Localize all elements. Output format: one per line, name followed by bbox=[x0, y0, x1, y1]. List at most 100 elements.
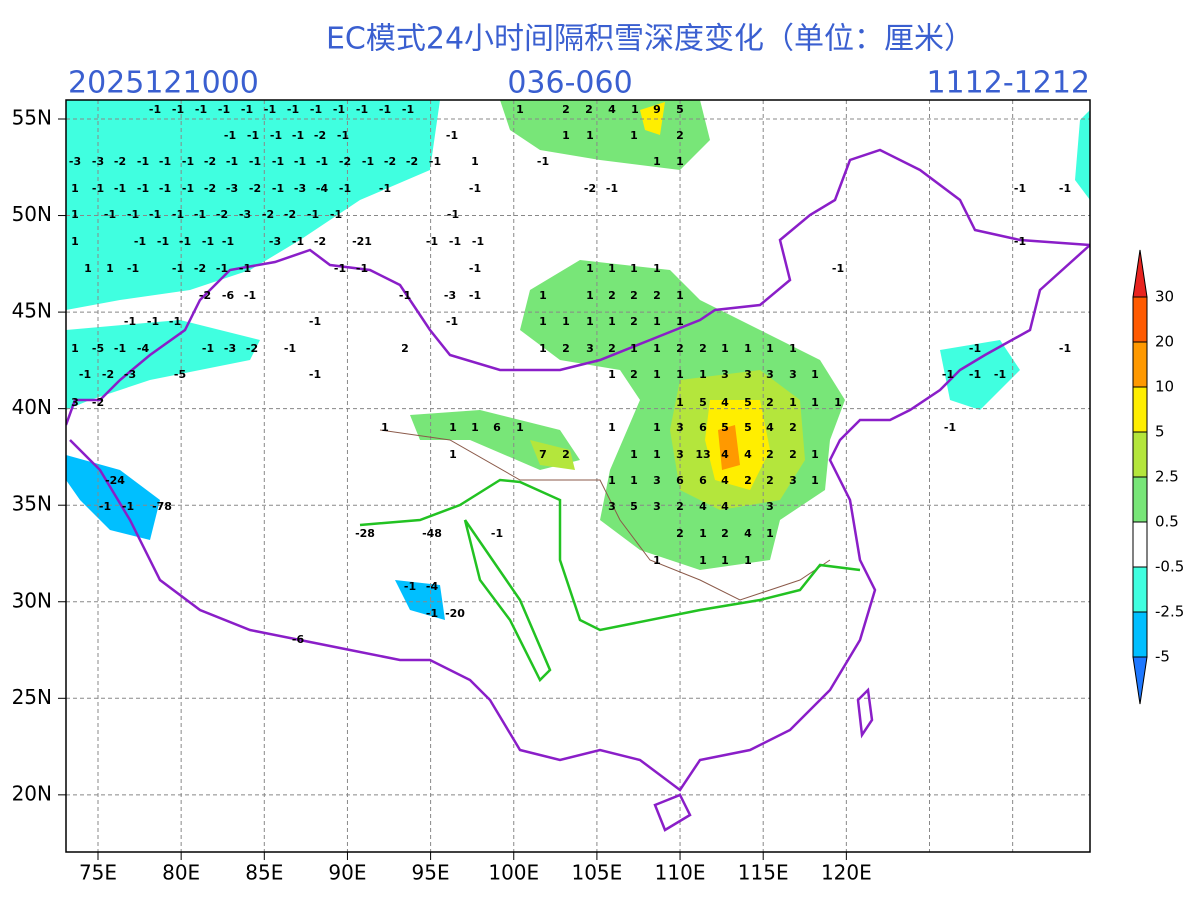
snow-change-label: 1 bbox=[766, 342, 774, 355]
colorbar-segment bbox=[1132, 296, 1148, 343]
snow-change-label: 3 bbox=[789, 368, 797, 381]
forecast-hours: 036-060 bbox=[507, 66, 632, 101]
snow-change-label: -4 bbox=[426, 580, 439, 593]
snow-change-label: -2 bbox=[262, 208, 274, 221]
map-frame bbox=[65, 99, 1091, 853]
snow-change-label: 1 bbox=[744, 342, 752, 355]
snow-change-label: 2 bbox=[766, 448, 774, 461]
snow-change-label: 6 bbox=[699, 474, 707, 487]
snow-change-label: -1 bbox=[292, 129, 304, 142]
snow-change-label: 1 bbox=[630, 262, 638, 275]
snow-change-label: 7 bbox=[539, 448, 547, 461]
snow-change-label: 6 bbox=[699, 421, 707, 434]
snow-change-label: -1 bbox=[216, 262, 228, 275]
snow-change-label: -1 bbox=[172, 208, 184, 221]
snow-change-label: 3 bbox=[586, 342, 594, 355]
snow-change-label: 3 bbox=[676, 448, 684, 461]
snow-change-label: -1 bbox=[104, 208, 116, 221]
snow-change-label: -2 bbox=[314, 235, 326, 248]
snow-change-label: -1 bbox=[159, 155, 171, 168]
snow-change-label: -1 bbox=[239, 262, 251, 275]
x-tick-label: 105E bbox=[571, 861, 622, 885]
colorbar-label: 0.5 bbox=[1155, 513, 1179, 531]
snow-change-label: 3 bbox=[653, 474, 661, 487]
snow-change-label: -1 bbox=[79, 368, 91, 381]
snow-change-label: 1 bbox=[676, 155, 684, 168]
snow-change-label: -2 bbox=[339, 155, 351, 168]
colorbar-label: 10 bbox=[1155, 378, 1174, 396]
snow-change-label: -1 bbox=[124, 315, 136, 328]
colorbar-label: 5 bbox=[1155, 423, 1165, 441]
snow-change-label: -3 bbox=[239, 208, 251, 221]
snow-change-label: 1 bbox=[449, 448, 457, 461]
snow-change-label: 2 bbox=[766, 474, 774, 487]
snow-change-label: -1 bbox=[426, 235, 438, 248]
snow-change-label: -1 bbox=[222, 235, 234, 248]
snow-change-label: -1 bbox=[147, 315, 159, 328]
snow-change-label: -1 bbox=[356, 262, 368, 275]
snow-change-label: -3 bbox=[69, 155, 81, 168]
plateau-contour bbox=[359, 478, 861, 632]
snow-change-label: -1 bbox=[114, 182, 126, 195]
snow-change-label: 1 bbox=[608, 421, 616, 434]
snow-change-label: -2 bbox=[92, 396, 104, 409]
snow-change-label: 2 bbox=[562, 448, 570, 461]
y-tick-label: 40N bbox=[12, 395, 52, 419]
snow-change-label: -4 bbox=[137, 342, 150, 355]
snow-change-label: -1 bbox=[202, 342, 214, 355]
valid-dates: 1112-1212 bbox=[926, 66, 1090, 101]
snow-change-label: -1 bbox=[307, 208, 319, 221]
snow-change-label: 2 bbox=[766, 396, 774, 409]
snow-change-label: -2 bbox=[246, 342, 258, 355]
colorbar-label: -5 bbox=[1155, 648, 1170, 666]
snow-change-label: 1 bbox=[653, 262, 661, 275]
snow-change-label: -1 bbox=[469, 262, 481, 275]
snow-change-label: -2 bbox=[384, 155, 396, 168]
snow-change-label: 2 bbox=[653, 289, 661, 302]
snow-change-label: 5 bbox=[744, 396, 752, 409]
snow-change-label: -2 bbox=[114, 155, 126, 168]
snow-change-label: -1 bbox=[310, 103, 322, 116]
snow-change-label: 1 bbox=[653, 368, 661, 381]
snow-change-label: -1 bbox=[447, 208, 459, 221]
snow-change-label: -1 bbox=[172, 103, 184, 116]
snow-change-label: -2 bbox=[194, 262, 206, 275]
snow-change-label: 1 bbox=[106, 262, 114, 275]
x-tick-label: 110E bbox=[655, 861, 706, 885]
snow-change-label: 3 bbox=[766, 368, 774, 381]
snow-change-label: -1 bbox=[179, 235, 191, 248]
snow-change-label: -48 bbox=[422, 527, 442, 540]
snow-change-label: 1 bbox=[811, 474, 819, 487]
snow-change-label: 3 bbox=[789, 474, 797, 487]
x-tick-label: 90E bbox=[328, 861, 366, 885]
snow-fill bbox=[66, 100, 1090, 620]
snow-change-label: -1 bbox=[449, 235, 461, 248]
snow-change-label: -1 bbox=[994, 368, 1006, 381]
snow-change-label: 1 bbox=[653, 155, 661, 168]
snow-change-label: 1 bbox=[586, 315, 594, 328]
snow-change-label: -2 bbox=[249, 182, 261, 195]
snow-change-label: 1 bbox=[789, 396, 797, 409]
taiwan bbox=[856, 687, 874, 739]
snow-change-label: -1 bbox=[127, 208, 139, 221]
x-tick-label: 115E bbox=[738, 861, 789, 885]
colorbar-segment bbox=[1132, 611, 1148, 658]
axes: 75E 80E 85E 90E 95E 100E 105E 110E 115E 120E 55N 50… bbox=[12, 106, 872, 885]
snow-change-label: 1 bbox=[766, 527, 774, 540]
snow-change-label: -3 bbox=[226, 182, 238, 195]
snow-change-label: -1 bbox=[379, 103, 391, 116]
snow-change-label: 3 bbox=[766, 500, 774, 513]
snow-change-label: 1 bbox=[653, 448, 661, 461]
plateau-contour bbox=[463, 519, 552, 683]
snow-change-label: 5 bbox=[699, 396, 707, 409]
y-tick-label: 55N bbox=[12, 106, 52, 130]
snow-change-label: 1 bbox=[608, 262, 616, 275]
snow-change-label: 4 bbox=[744, 527, 752, 540]
snow-change-label: -1 bbox=[969, 342, 981, 355]
snow-change-label: -3 bbox=[269, 235, 281, 248]
snow-change-label: -1 bbox=[270, 129, 282, 142]
snow-change-label: 1 bbox=[653, 315, 661, 328]
snow-change-label: -1 bbox=[137, 155, 149, 168]
snow-change-label: -1 bbox=[1014, 182, 1026, 195]
